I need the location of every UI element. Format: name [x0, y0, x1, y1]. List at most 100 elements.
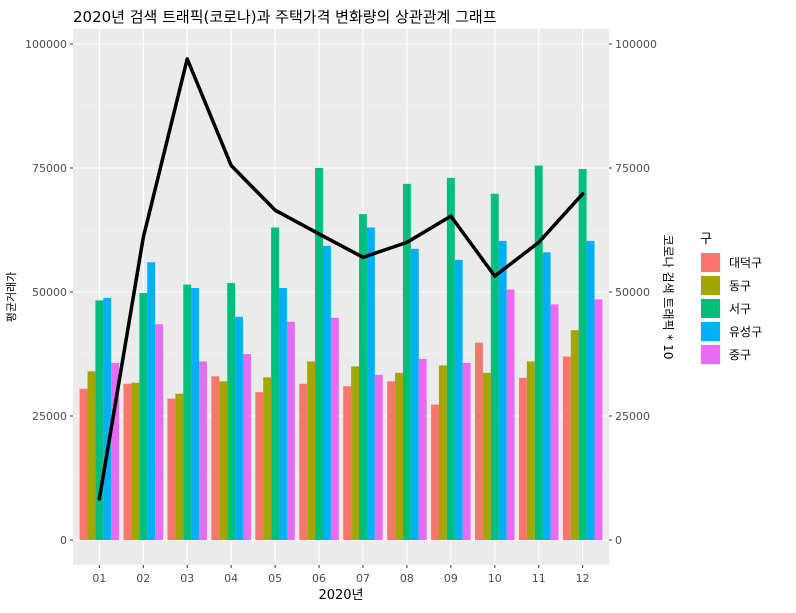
legend-swatch — [701, 253, 720, 272]
bar — [87, 371, 96, 540]
bar — [570, 330, 579, 540]
legend-swatch — [701, 299, 720, 318]
bar — [123, 383, 132, 540]
bar — [315, 168, 323, 540]
bar — [418, 358, 427, 540]
bar — [526, 361, 535, 540]
bar — [235, 316, 244, 540]
bar — [454, 259, 463, 540]
bar — [183, 284, 192, 540]
bar — [498, 240, 507, 541]
bar — [219, 381, 228, 540]
y-axis-title: 평균거래가 — [5, 272, 18, 323]
bar — [155, 324, 164, 540]
bar — [410, 248, 419, 540]
legend-label: 동구 — [729, 279, 751, 293]
bar — [586, 240, 595, 541]
bar — [279, 288, 287, 540]
bar — [506, 289, 515, 540]
legend-title: 구 — [700, 232, 712, 247]
bar — [578, 168, 587, 540]
y-tick-label: 100000 — [25, 38, 67, 51]
bar — [139, 292, 148, 540]
bar — [263, 377, 272, 540]
bar — [490, 193, 499, 541]
y-tick-label: 25000 — [32, 410, 67, 423]
bar — [111, 362, 120, 540]
bar — [211, 376, 220, 540]
bar — [131, 382, 140, 540]
y2-tick-label: 75000 — [615, 162, 650, 175]
bar — [534, 165, 543, 540]
bar — [199, 361, 207, 540]
x-tick-label: 11 — [532, 572, 546, 585]
y2-tick-label: 0 — [615, 534, 622, 547]
bar — [475, 342, 483, 540]
bar — [95, 300, 104, 540]
bar — [243, 354, 251, 540]
x-tick-label: 04 — [224, 572, 238, 585]
bar — [191, 288, 200, 540]
bar — [343, 386, 352, 540]
line-layer — [97, 57, 585, 501]
bar — [359, 214, 367, 541]
bar — [462, 362, 471, 540]
bar — [395, 372, 403, 540]
bar — [175, 393, 184, 540]
bar — [79, 388, 88, 540]
bar — [550, 304, 559, 540]
x-tick-label: 07 — [356, 572, 370, 585]
legend-label: 중구 — [729, 348, 751, 362]
legend-label: 서구 — [729, 302, 751, 316]
y-tick-label: 0 — [60, 534, 67, 547]
x-tick-label: 06 — [312, 572, 326, 585]
y-tick-label: 50000 — [32, 286, 67, 299]
x-tick-label: 10 — [488, 572, 502, 585]
legend-label: 대덕구 — [729, 256, 762, 270]
legend-swatch — [701, 345, 720, 364]
chart-title: 2020년 검색 트래픽(코로나)과 주택가격 변화량의 상관관계 그래프 — [73, 8, 497, 26]
bars-layer — [79, 165, 603, 541]
x-tick-label: 12 — [576, 572, 590, 585]
y2-tick-label: 25000 — [615, 410, 650, 423]
bar — [322, 245, 331, 540]
bar — [227, 283, 236, 540]
x-tick-label: 09 — [444, 572, 458, 585]
bar — [286, 321, 295, 540]
y2-tick-label: 50000 — [615, 286, 650, 299]
bar — [594, 299, 603, 540]
bar — [482, 372, 491, 540]
bar — [562, 356, 571, 540]
bar — [402, 183, 411, 540]
legend-swatch — [701, 276, 720, 295]
bar — [366, 227, 375, 540]
bar — [518, 377, 527, 540]
bar — [431, 404, 439, 540]
bar — [374, 374, 383, 540]
legend-swatch — [701, 322, 720, 341]
bar — [103, 297, 112, 540]
bar — [255, 392, 264, 540]
y2-axis-title: 코로나 검색 트래픽 * 10 — [661, 235, 675, 360]
axis-layer: 0 0 25000 25000 50000 50000 75000 75000 100000 10… — [25, 38, 657, 585]
bar — [330, 317, 339, 540]
bar — [307, 361, 316, 540]
y-tick-label: 75000 — [32, 162, 67, 175]
x-tick-label: 08 — [400, 572, 414, 585]
x-tick-label: 01 — [92, 572, 106, 585]
legend-label: 유성구 — [729, 325, 762, 339]
y2-tick-label: 100000 — [615, 38, 657, 51]
bar — [438, 365, 447, 540]
bar — [446, 177, 455, 541]
bar — [271, 227, 280, 540]
bar — [147, 262, 156, 540]
x-tick-label: 02 — [136, 572, 150, 585]
x-axis-title: 2020년 — [318, 588, 363, 603]
bar — [167, 398, 176, 540]
bar — [387, 381, 396, 540]
x-tick-label: 05 — [268, 572, 282, 585]
bar — [351, 366, 360, 540]
